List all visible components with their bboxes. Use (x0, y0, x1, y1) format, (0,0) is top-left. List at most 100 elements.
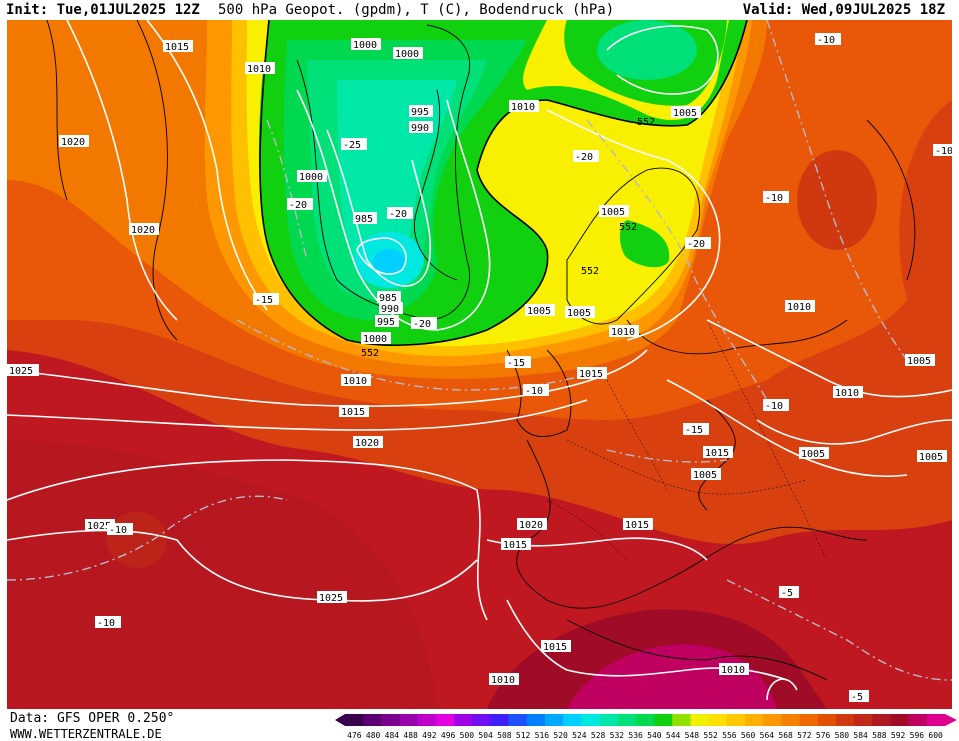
colorbar-tick-label: 588 (872, 731, 887, 740)
isobar-label: 1005 (917, 450, 947, 463)
isobar-label: 995 (409, 105, 433, 118)
svg-text:-20: -20 (389, 209, 407, 220)
svg-text:1010: 1010 (491, 675, 515, 686)
colorbar-tick-label: 572 (797, 731, 812, 740)
colorbar-tick-label: 528 (591, 731, 606, 740)
svg-text:-10: -10 (765, 193, 783, 204)
colorbar-tick-label: 576 (816, 731, 831, 740)
temperature-label: -10 (815, 33, 841, 46)
height-label: 552 (619, 222, 637, 233)
svg-text:1010: 1010 (247, 64, 271, 75)
valid-time-label: Valid: Wed,09JUL2025 18Z (742, 2, 945, 18)
svg-text:1000: 1000 (299, 172, 323, 183)
isobar-label: 1010 (245, 62, 275, 75)
svg-text:552: 552 (637, 117, 655, 128)
height-552-contour (259, 20, 748, 346)
svg-text:1000: 1000 (363, 334, 387, 345)
temperature-label: -20 (685, 237, 711, 250)
colorbar-arrow-right (945, 714, 957, 726)
svg-text:1005: 1005 (801, 449, 825, 460)
colorbar-legend: 476 480 484 488 492 496 500 504 508 512 516 520 524 5… (335, 714, 957, 740)
svg-text:1025: 1025 (9, 366, 33, 377)
isobar-label: 1010 (609, 325, 639, 338)
colorbar-swatch (854, 714, 873, 726)
colorbar-arrow-left (335, 714, 345, 726)
colorbar-tick-label: 600 (928, 731, 943, 740)
colorbar-tick-label: 548 (685, 731, 700, 740)
svg-text:1015: 1015 (625, 520, 649, 531)
svg-text:1025: 1025 (87, 521, 111, 532)
colorbar-tick-label: 480 (366, 731, 381, 740)
init-time-label: Init: Tue,01JUL2025 12Z (6, 2, 200, 18)
colorbar-swatch (617, 714, 637, 726)
website-label: WWW.WETTERZENTRALE.DE (10, 727, 162, 741)
svg-text:552: 552 (581, 266, 599, 277)
height-label: 552 (361, 348, 379, 359)
svg-text:-10: -10 (765, 401, 783, 412)
temperature-label: -10 (933, 144, 952, 157)
isobar-label: 1015 (541, 640, 571, 653)
temperature-labels: -10 -10 -25 -20 -20 -20 -20 -15 -20 -15 … (95, 33, 952, 703)
temperature-lines (7, 20, 952, 681)
svg-text:990: 990 (411, 123, 429, 134)
svg-text:985: 985 (355, 214, 373, 225)
chart-header: Init: Tue,01JUL2025 12Z 500 hPa Geopot. … (0, 0, 959, 20)
svg-text:1010: 1010 (343, 376, 367, 387)
svg-text:-15: -15 (507, 358, 525, 369)
isobar-label: 1005 (671, 106, 701, 119)
field-552b (619, 220, 670, 268)
svg-text:1010: 1010 (511, 102, 535, 113)
isobar-label: 1015 (501, 538, 531, 551)
colorbar-tick-label: 532 (610, 731, 625, 740)
temperature-label: -10 (107, 523, 133, 536)
colorbar-swatch (581, 714, 601, 726)
svg-text:-20: -20 (289, 200, 307, 211)
isobar-label: 1020 (129, 223, 159, 236)
isobar-label: 1000 (351, 38, 381, 51)
isobar-label: 985 (377, 291, 401, 304)
height-label: 552 (581, 266, 599, 277)
field-588-sw (7, 440, 437, 709)
colorbar-tick-label: 560 (741, 731, 756, 740)
isobar-label: 1005 (905, 354, 935, 367)
svg-text:-10: -10 (97, 618, 115, 629)
isobar-label: 1005 (799, 447, 829, 460)
colorbar-swatch (363, 714, 382, 726)
temperature-label: -20 (411, 317, 437, 330)
svg-text:1010: 1010 (721, 665, 745, 676)
temperature-label: -10 (95, 616, 121, 629)
colorbar-tick-label: 596 (910, 731, 925, 740)
svg-text:1005: 1005 (919, 452, 943, 463)
svg-text:-10: -10 (525, 386, 543, 397)
svg-text:-15: -15 (685, 425, 703, 436)
temperature-label: -25 (341, 138, 367, 151)
isobar-label: 985 (353, 212, 377, 225)
svg-text:1015: 1015 (705, 448, 729, 459)
colorbar-tick-label: 568 (778, 731, 793, 740)
isobar-label: 1010 (341, 374, 371, 387)
isobar-label: 990 (379, 302, 403, 315)
colorbar-tick-label: 540 (647, 731, 662, 740)
isobar-label: 1020 (353, 436, 383, 449)
colorbar-swatch (435, 714, 455, 726)
colorbar-tick-label: 524 (572, 731, 587, 740)
isobar-label: 1010 (833, 386, 863, 399)
colorbar-tick-label: 512 (516, 731, 531, 740)
colorbar-swatch (526, 714, 546, 726)
colorbar-swatch (799, 714, 819, 726)
isobar-label: 1000 (297, 170, 327, 183)
svg-text:1015: 1015 (165, 42, 189, 53)
colorbar-swatch (835, 714, 855, 726)
isobar-labels: 1000 1000 1015 1010 1020 1020 995 990 10… (7, 38, 947, 686)
isobar-label: 995 (375, 315, 399, 328)
isobar-label: 1025 (317, 591, 347, 604)
colorbar-tick-label: 500 (460, 731, 475, 740)
height-label: 552 (637, 117, 655, 128)
svg-text:1015: 1015 (543, 642, 567, 653)
colorbar-swatch (490, 714, 510, 726)
colorbar-swatch (654, 714, 673, 726)
svg-text:-15: -15 (255, 295, 273, 306)
colorbar-swatch (872, 714, 891, 726)
svg-text:-5: -5 (781, 588, 793, 599)
